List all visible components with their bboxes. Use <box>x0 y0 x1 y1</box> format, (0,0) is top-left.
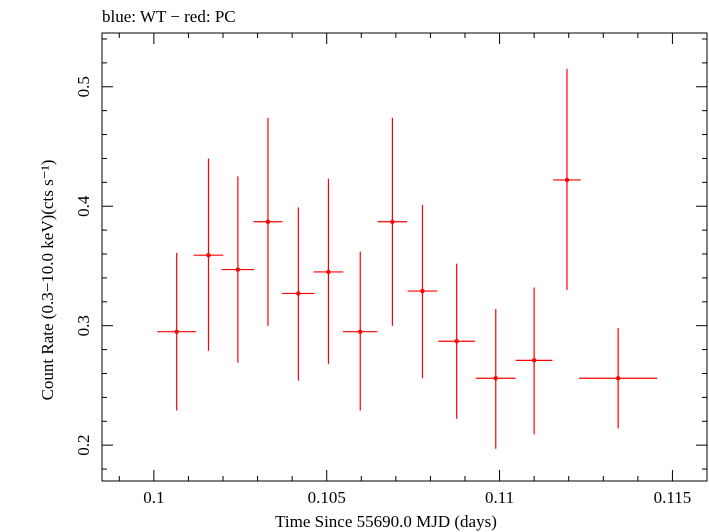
data-point <box>438 263 476 419</box>
plot-frame <box>101 32 708 482</box>
point-marker <box>206 253 211 258</box>
data-point <box>221 176 255 363</box>
data-point <box>193 158 224 351</box>
y-axis-label: Count Rate (0.3−10.0 keV)(cts s⁻¹) <box>38 160 57 401</box>
point-marker <box>296 291 301 296</box>
point-marker <box>265 219 271 224</box>
y-tick-label: 0.5 <box>74 76 93 97</box>
data-point <box>282 207 315 381</box>
point-marker <box>420 288 425 294</box>
point-marker <box>235 267 241 272</box>
x-tick-label: 0.1 <box>143 488 164 507</box>
axis-ticks: 0.1 0.105 0.11 0.115 0.2 0.3 0.4 0.5 <box>74 33 708 507</box>
data-point <box>313 178 344 364</box>
data-point <box>377 117 408 326</box>
data-points <box>157 68 658 449</box>
point-marker <box>564 177 570 183</box>
data-point <box>342 251 378 411</box>
x-tick-label: 0.105 <box>308 488 346 507</box>
y-tick-label: 0.3 <box>74 315 93 336</box>
x-axis-label: Time Since 55690.0 MJD (days) <box>275 512 497 531</box>
point-marker <box>493 376 498 381</box>
point-marker <box>174 329 179 334</box>
data-point <box>553 68 581 290</box>
data-point <box>407 205 438 379</box>
point-marker <box>358 329 363 334</box>
x-tick-label: 0.115 <box>654 488 692 507</box>
point-marker <box>454 339 459 344</box>
point-marker <box>390 219 395 224</box>
y-tick-label: 0.2 <box>74 435 93 456</box>
data-point <box>253 117 283 326</box>
point-marker <box>615 376 621 381</box>
data-point <box>515 287 553 435</box>
chart-title: blue: WT − red: PC <box>102 7 236 26</box>
data-point <box>579 328 658 429</box>
point-marker <box>531 358 537 363</box>
y-tick-label: 0.4 <box>74 195 93 217</box>
data-point <box>476 308 516 449</box>
data-point <box>157 252 197 411</box>
point-marker <box>326 269 331 275</box>
x-tick-label: 0.11 <box>485 488 514 507</box>
